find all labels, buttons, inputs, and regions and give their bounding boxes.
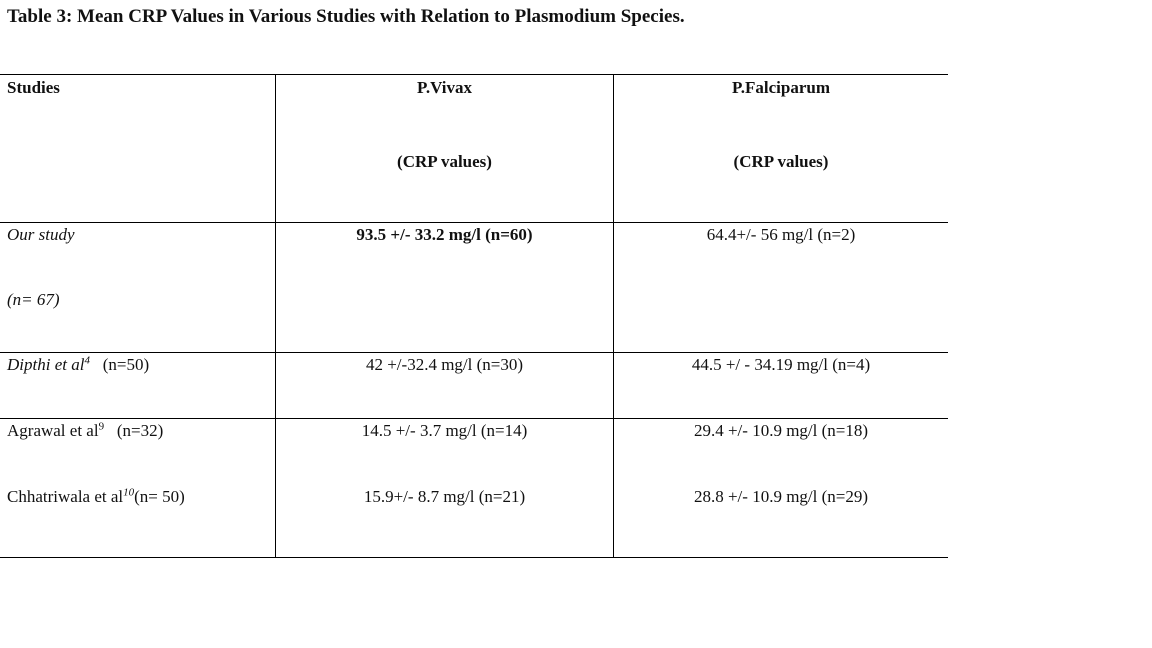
column-divider [275,74,276,557]
row-ref: 9 [98,420,105,433]
header-vivax: P.Vivax [417,78,472,97]
table-rule [0,222,948,223]
row-vivax: 15.9+/- 8.7 mg/l (n=21) [363,487,526,506]
row-study: Our study [7,225,75,244]
row-falciparum: 29.4 +/- 10.9 mg/l (n=18) [693,421,869,440]
table-rule [0,418,948,419]
row-vivax: 93.5 +/- 33.2 mg/l (n=60) [356,225,533,244]
table-title: Table 3: Mean CRP Values in Various Stud… [7,6,685,27]
table-rule [0,352,948,353]
row-study-cell: Agrawal et al9 (n=32) [7,421,163,441]
row-study: Chhatriwala et al [7,487,124,506]
row-study-cell: Dipthi et al4 (n=50) [7,355,149,375]
row-study-cell: Chhatriwala et al10(n= 50) [7,487,185,507]
header-vivax-sub: (CRP values) [397,152,492,171]
row-falciparum: 28.8 +/- 10.9 mg/l (n=29) [693,487,869,506]
row-ref: 4 [84,354,90,367]
header-studies: Studies [7,78,60,97]
row-vivax: 42 +/-32.4 mg/l (n=30) [365,355,524,374]
row-falciparum: 64.4+/- 56 mg/l (n=2) [706,225,856,244]
row-falciparum: 44.5 +/ - 34.19 mg/l (n=4) [691,355,871,374]
row-study: Dipthi et al [7,355,85,374]
row-ref: 10 [123,486,135,499]
row-study: Agrawal et al [7,421,99,440]
header-falciparum-sub: (CRP values) [733,152,829,171]
header-falciparum: P.Falciparum [731,78,831,97]
row-study-n: (n=50) [102,355,150,374]
table-rule [0,557,948,558]
row-study-n: (n= 67) [7,290,60,309]
row-vivax: 14.5 +/- 3.7 mg/l (n=14) [361,421,528,440]
table-rule [0,74,948,75]
row-study-n: (n= 50) [134,487,185,506]
row-study-n: (n=32) [116,421,164,440]
column-divider [613,74,614,557]
